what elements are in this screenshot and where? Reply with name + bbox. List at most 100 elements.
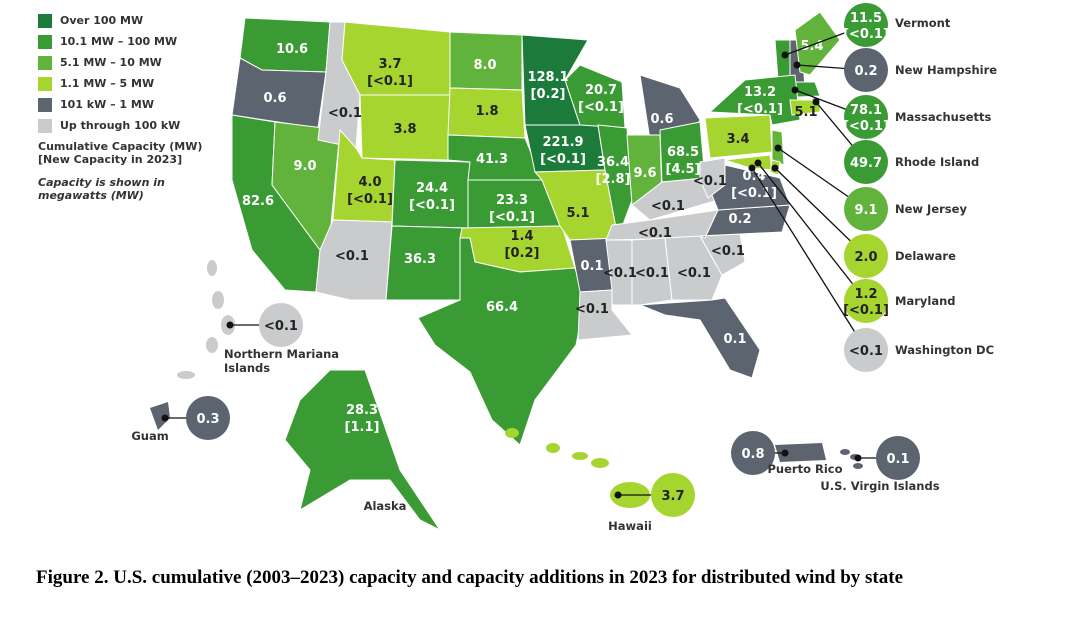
- state-vt: [774, 39, 791, 81]
- state-value-ks: 23.3: [496, 193, 528, 208]
- state-new-capacity-il: [2.8]: [596, 172, 631, 187]
- callout-value: 3.7: [661, 489, 684, 504]
- territory-name: U.S. Virgin Islands: [820, 479, 939, 493]
- state-value-mo: 5.1: [566, 206, 589, 221]
- nmi-island-shape: [207, 260, 217, 276]
- callout-value: 0.1: [886, 452, 909, 467]
- state-value-ak: 28.3: [346, 403, 378, 418]
- legend-label: 1.1 MW – 5 MW: [60, 77, 155, 90]
- hawaii-island-shape: [546, 443, 560, 453]
- callout-value: 49.7: [850, 156, 882, 171]
- callout-circle: [259, 303, 303, 347]
- leader-dot: [793, 61, 801, 69]
- legend-item: 101 kW – 1 MW: [38, 94, 202, 115]
- callout-circle: [844, 48, 888, 92]
- callout-circle: [844, 187, 888, 231]
- legend-units-line: Capacity is shown in: [38, 176, 165, 189]
- callout-massachusetts: 78.1[<0.1]: [791, 86, 889, 139]
- state-value-tx: 66.4: [486, 300, 518, 315]
- state-ga: [664, 235, 723, 301]
- state-new-capacity-ok: [0.2]: [505, 246, 540, 261]
- state-pa: [704, 114, 773, 159]
- leader-dot: [774, 144, 782, 152]
- state-shapes: [231, 11, 841, 532]
- state-value-sc: <0.1: [711, 244, 745, 259]
- state-value-mi: 0.6: [650, 112, 673, 127]
- state-value-oh: 68.5: [667, 145, 699, 160]
- territory-name: New Jersey: [895, 202, 967, 216]
- territory-name: Delaware: [895, 249, 956, 263]
- state-value-co: 24.4: [416, 181, 448, 196]
- territory-name: Massachusetts: [895, 110, 991, 124]
- state-ct: [789, 99, 821, 116]
- callout-delaware: 2.0: [771, 164, 888, 278]
- state-value-ky: <0.1: [651, 199, 685, 214]
- legend-swatch: [38, 55, 52, 70]
- state-value-ms: <0.1: [603, 266, 637, 281]
- state-value-il: 36.4: [597, 155, 629, 170]
- leader-line: [751, 167, 867, 351]
- territory-name: Guam: [131, 429, 168, 443]
- callout-northern-mariana-islands: <0.1: [226, 303, 303, 347]
- state-new-capacity-oh: [4.5]: [666, 162, 701, 177]
- territory-name: Hawaii: [608, 519, 652, 533]
- leader-dot: [226, 321, 234, 329]
- callout-value: 0.2: [854, 64, 877, 79]
- state-value-ct: 5.1: [794, 105, 817, 120]
- leader-dot: [854, 454, 862, 462]
- state-or: [231, 57, 327, 129]
- legend-swatch: [38, 97, 52, 112]
- state-value-wi: 20.7: [585, 83, 617, 98]
- state-value-nm: 36.3: [404, 252, 436, 267]
- callout-circle: [844, 328, 888, 372]
- legend-swatch: [38, 13, 52, 28]
- state-new-capacity-ut: [<0.1]: [347, 192, 393, 207]
- state-ny: [708, 74, 801, 126]
- state-value-wy: 3.8: [393, 122, 416, 137]
- state-new-capacity-ny: [<0.1]: [737, 102, 783, 117]
- legend-swatch: [38, 118, 52, 133]
- state-value-mt: 3.7: [378, 57, 401, 72]
- leader-dot: [781, 449, 789, 457]
- legend-item: Up through 100 kW: [38, 115, 202, 136]
- state-fl: [639, 297, 761, 379]
- state-value-ut: 4.0: [358, 175, 381, 190]
- figure-caption: Figure 2. U.S. cumulative (2003–2023) ca…: [36, 567, 904, 588]
- legend-item: 10.1 MW – 100 MW: [38, 31, 202, 52]
- hawaii-island-shape: [591, 458, 609, 468]
- state-value-ny: 13.2: [744, 85, 776, 100]
- leader-line: [757, 162, 867, 302]
- state-value-pa: 3.4: [726, 132, 749, 147]
- territory-name: Washington DC: [895, 343, 994, 357]
- state-value-nd: 8.0: [473, 58, 496, 73]
- state-value-fl: 0.1: [723, 332, 746, 347]
- state-ms: [605, 239, 633, 306]
- legend-label: Up through 100 kW: [60, 119, 181, 132]
- legend-label: 101 kW – 1 MW: [60, 98, 154, 111]
- callout-circle: [844, 3, 888, 47]
- callout-circle: [651, 473, 695, 517]
- callout-maryland: 1.2[<0.1]: [754, 159, 889, 323]
- nmi-island-shape: [177, 371, 195, 379]
- hawaii-island-shape: [505, 428, 519, 438]
- nmi-island-shape: [212, 291, 224, 309]
- state-value-la: <0.1: [575, 302, 609, 317]
- state-value-me: 5.4: [800, 39, 823, 54]
- legend-label: Over 100 MW: [60, 14, 144, 27]
- callout-value: 0.8: [741, 447, 764, 462]
- callout-rhode-island: 49.7: [812, 98, 888, 184]
- puerto-rico-shape: [775, 443, 826, 462]
- leader-dot: [754, 159, 762, 167]
- callout-value: 9.1: [854, 203, 877, 218]
- territory-name: New Hampshire: [895, 63, 997, 77]
- state-value-ca: 82.6: [242, 194, 274, 209]
- callout-circle: [844, 279, 888, 323]
- callout-vermont: 11.5[<0.1]: [781, 3, 889, 59]
- callout-value: 0.3: [196, 412, 219, 427]
- leader-dot: [812, 98, 820, 106]
- state-value-nc: 0.2: [728, 212, 751, 227]
- virgin-islands-shape: [840, 449, 850, 455]
- callout-value: <0.1: [264, 319, 298, 334]
- state-new-capacity-ia: [<0.1]: [540, 152, 586, 167]
